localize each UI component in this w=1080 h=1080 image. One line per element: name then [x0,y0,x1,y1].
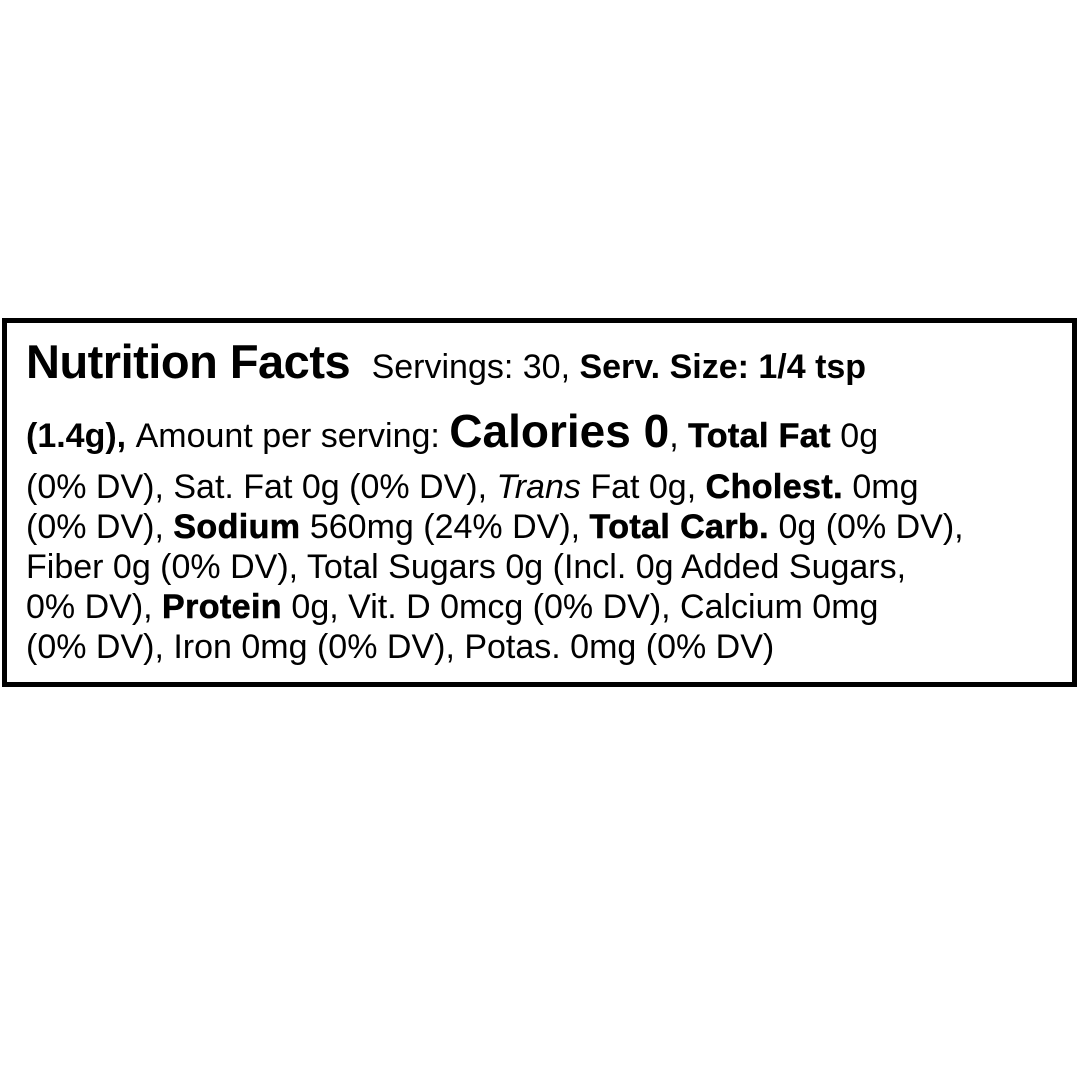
sodium-value: 560mg (24% DV), [300,508,590,546]
serving-size: Serv. Size: 1/4 tsp [579,348,867,386]
calories: Calories 0 [449,405,670,457]
trans-word: Trans [496,468,581,506]
label-line: (1.4g), Amount per serving: Calories 0, … [26,401,1060,466]
total-carb-value: 0g (0% DV), [769,508,964,546]
total-fat-name: Total Fat [688,417,831,456]
calcium-dv-iron-potassium: (0% DV), Iron 0mg (0% DV), Potas. 0mg (0… [26,628,775,666]
label-line: (0% DV), Sodium 560mg (24% DV), Total Ca… [26,507,1060,547]
nutrition-facts-label: Nutrition Facts Servings: 30, Serv. Size… [2,318,1077,687]
sodium-name: Sodium [173,508,301,547]
total-carb-name: Total Carb. [589,508,769,547]
trans-fat-value: Fat 0g, [580,468,706,506]
label-line: (0% DV), Sat. Fat 0g (0% DV), Trans Fat … [26,467,1060,507]
label-line: 0% DV), Protein 0g, Vit. D 0mcg (0% DV),… [26,587,1060,627]
serving-size-grams: (1.4g), [26,417,136,455]
label-line: Fiber 0g (0% DV), Total Sugars 0g (Incl.… [26,547,1060,587]
nutrition-facts-text: Nutrition Facts Servings: 30, Serv. Size… [26,333,1060,667]
fiber-and-sugars: Fiber 0g (0% DV), Total Sugars 0g (Incl.… [26,548,907,586]
comma-after-calories: , [669,417,689,455]
total-fat-value: 0g [830,417,879,455]
amount-per-serving: Amount per serving: [135,417,450,455]
protein-name: Protein [162,588,282,627]
total-fat-dv-and-sat-fat: (0% DV), Sat. Fat 0g (0% DV), [26,468,497,506]
servings-count: Servings: 30, [362,348,580,386]
protein-vitd-calcium: 0g, Vit. D 0mcg (0% DV), Calcium 0mg [281,588,879,626]
label-line: (0% DV), Iron 0mg (0% DV), Potas. 0mg (0… [26,627,1060,667]
added-sugars-dv: 0% DV), [26,588,163,626]
cholesterol-value: 0mg [842,468,919,506]
cholesterol-dv: (0% DV), [26,508,174,546]
label-line: Nutrition Facts Servings: 30, Serv. Size… [26,333,1060,396]
label-title: Nutrition Facts [26,335,351,388]
cholesterol-name: Cholest. [705,468,843,507]
